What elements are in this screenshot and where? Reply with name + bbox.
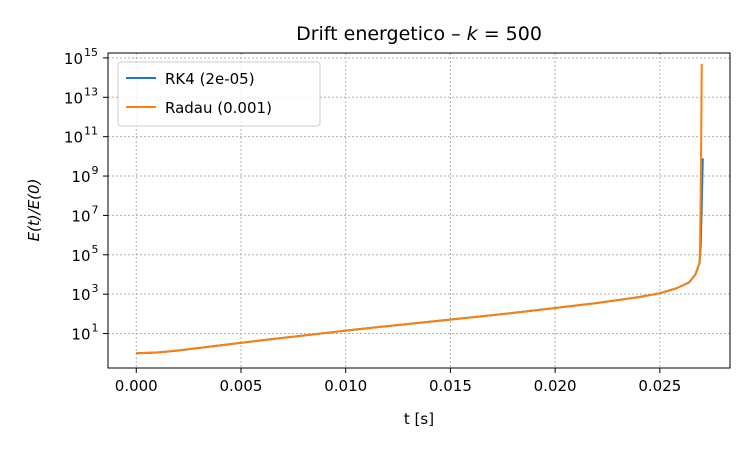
series-line-1	[136, 63, 703, 355]
series-lines	[136, 63, 704, 355]
legend-label-radau: Radau (0.001)	[165, 99, 272, 117]
x-tick-label: 0.000	[115, 377, 158, 395]
x-axis-ticks: 0.000 0.005 0.010 0.015 0.020 0.025	[115, 368, 681, 395]
x-tick-label: 0.005	[220, 377, 263, 395]
x-tick-label: 0.015	[429, 377, 472, 395]
y-tick-label-base: 10	[71, 168, 90, 186]
y-tick-label-exponent: 7	[92, 203, 99, 216]
y-tick-label-base: 10	[71, 326, 90, 344]
legend: RK4 (2e-05) Radau (0.001)	[117, 61, 321, 127]
y-tick-label-exponent: 5	[92, 243, 99, 256]
x-tick-label: 0.010	[324, 377, 367, 395]
y-tick-label-base: 10	[71, 247, 90, 265]
legend-label-rk4: RK4 (2e-05)	[165, 70, 255, 88]
y-tick-label-base: 10	[71, 286, 90, 304]
chart-title-equation: = 500	[478, 23, 542, 45]
chart-title-prefix: Drift energetico –	[296, 23, 467, 45]
chart-title: Drift energetico – k = 500	[296, 23, 542, 45]
y-tick-label-exponent: 1	[92, 322, 99, 335]
y-tick-label-exponent: 11	[84, 125, 98, 138]
y-axis-label: E(t)/E(0)	[25, 179, 43, 242]
y-tick-label-base: 10	[71, 207, 90, 225]
chart-title-variable: k	[467, 23, 479, 45]
plot-frame	[107, 52, 731, 369]
y-tick-label-base: 10	[64, 89, 83, 107]
y-tick-label-exponent: 15	[84, 46, 98, 59]
y-tick-label-base: 10	[64, 129, 83, 147]
x-axis-label: t [s]	[404, 410, 434, 428]
y-tick-label-exponent: 3	[92, 282, 99, 295]
legend-box	[117, 61, 321, 127]
x-tick-label: 0.025	[638, 377, 681, 395]
x-tick-label: 0.020	[534, 377, 577, 395]
y-tick-label-exponent: 13	[84, 85, 98, 98]
y-tick-label-exponent: 9	[92, 164, 99, 177]
y-tick-label-base: 10	[64, 50, 83, 68]
